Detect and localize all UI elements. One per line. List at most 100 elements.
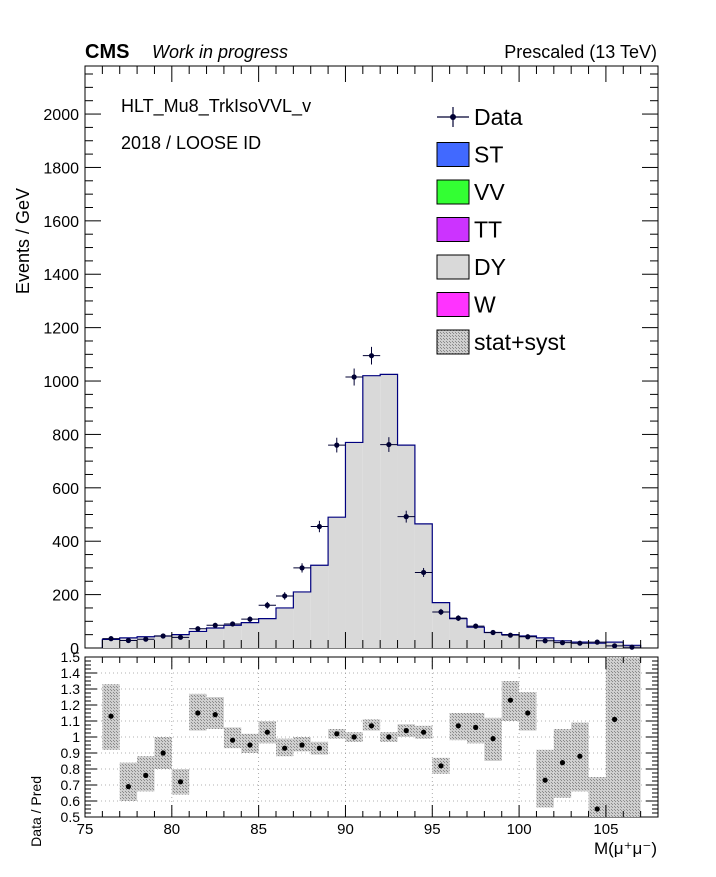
data-point — [519, 634, 537, 640]
data-point — [241, 616, 259, 622]
dy-bar — [154, 635, 172, 648]
legend-entry-w: W — [436, 292, 496, 318]
data-point — [258, 601, 276, 609]
dy-bar — [171, 634, 190, 648]
dy-bar — [258, 618, 276, 648]
y-tick-label: 600 — [52, 481, 79, 498]
ratio-point — [577, 753, 583, 759]
ratio-y-axis-label: Data / Pred — [28, 776, 44, 847]
ratio-y-tick-label: 1 — [72, 729, 80, 745]
ratio-band — [588, 777, 606, 817]
ratio-point — [351, 734, 357, 740]
selection-label: 2018 / LOOSE ID — [121, 133, 261, 153]
ratio-point — [473, 724, 479, 731]
ratio-y-tick-label: 0.5 — [61, 809, 81, 825]
y-tick-label: 1800 — [43, 160, 79, 177]
ratio-point — [525, 710, 531, 716]
ratio-point — [559, 760, 566, 766]
ratio-x-tick-label: 85 — [250, 821, 267, 838]
ratio-point — [368, 723, 375, 729]
ratio-point — [247, 742, 253, 748]
ratio-point — [386, 734, 392, 740]
y-tick-label: 400 — [52, 534, 79, 551]
dy-bar — [501, 634, 520, 648]
data-point — [588, 639, 606, 645]
ratio-x-tick-label: 95 — [424, 821, 441, 838]
ratio-x-axis-label: M(μ⁺μ⁻) — [594, 839, 657, 858]
ratio-point — [125, 784, 132, 790]
ratio-point — [455, 723, 461, 729]
ratio-point — [212, 712, 218, 718]
data-point — [432, 608, 450, 616]
y-tick-label: 1000 — [43, 374, 79, 391]
dy-bar — [588, 643, 606, 648]
ratio-band — [119, 762, 138, 801]
data-point — [536, 638, 554, 644]
legend-label: VV — [474, 179, 505, 205]
ratio-point — [160, 750, 166, 756]
ratio-y-tick-label: 0.6 — [61, 793, 81, 809]
ratio-point — [108, 713, 114, 719]
ratio-y-tick-label: 1.4 — [61, 665, 81, 681]
work-in-progress-label: Work in progress — [152, 42, 288, 62]
legend-label: stat+syst — [474, 329, 566, 355]
legend-entry-vv: VV — [436, 179, 505, 205]
dy-bar — [206, 627, 224, 648]
ratio-point — [316, 745, 323, 751]
legend-label: TT — [474, 217, 502, 243]
data-point — [328, 437, 346, 453]
data-point — [293, 563, 311, 573]
data-point — [414, 567, 433, 577]
data-point — [310, 520, 329, 533]
dy-bar — [189, 631, 207, 648]
legend-entry-st: ST — [436, 142, 503, 168]
data-point — [119, 637, 138, 644]
dy-bar — [293, 591, 311, 648]
ratio-point — [299, 742, 305, 748]
dy-bar — [276, 607, 294, 648]
data-point — [484, 629, 502, 636]
ratio-y-tick-label: 1.3 — [61, 681, 81, 697]
trigger-label: HLT_Mu8_TrkIsoVVL_v — [121, 96, 311, 117]
y-tick-label: 200 — [52, 588, 79, 605]
ratio-x-tick-label: 90 — [337, 821, 354, 838]
dy-bar — [414, 523, 433, 648]
dy-bar — [345, 442, 363, 648]
dy-bar — [223, 625, 242, 648]
ratio-point — [542, 777, 548, 783]
legend-label: ST — [474, 142, 503, 168]
dy-bar — [484, 632, 502, 648]
energy-label: Prescaled (13 TeV) — [504, 42, 657, 62]
ratio-x-tick-label: 105 — [593, 821, 618, 838]
legend-entry-stat-syst: stat+syst — [436, 329, 566, 355]
data-point — [189, 626, 207, 632]
ratio-y-tick-label: 1.1 — [61, 713, 81, 729]
ratio-y-tick-label: 1.5 — [61, 649, 81, 665]
data-point — [501, 632, 520, 638]
data-point — [553, 640, 572, 646]
ratio-band — [605, 657, 624, 817]
legend-entry-data: Data — [437, 104, 523, 130]
data-point — [345, 368, 363, 386]
legend-label: Data — [474, 104, 523, 130]
ratio-y-tick-label: 0.9 — [61, 745, 81, 761]
y-tick-label: 0 — [70, 641, 79, 658]
ratio-point — [334, 731, 340, 737]
data-point — [380, 437, 398, 452]
data-point — [467, 623, 485, 629]
data-point — [206, 622, 224, 628]
dy-bar — [137, 636, 155, 648]
dy-bar — [449, 618, 467, 648]
data-point — [223, 621, 242, 627]
ratio-point — [177, 779, 184, 785]
ratio-point — [229, 737, 236, 743]
dy-bar — [432, 602, 450, 648]
ratio-point — [420, 729, 427, 735]
y-tick-label: 2000 — [43, 107, 79, 124]
dy-bar — [241, 622, 259, 648]
ratio-point — [282, 745, 288, 751]
data-point — [623, 644, 641, 650]
data-point — [571, 640, 589, 646]
